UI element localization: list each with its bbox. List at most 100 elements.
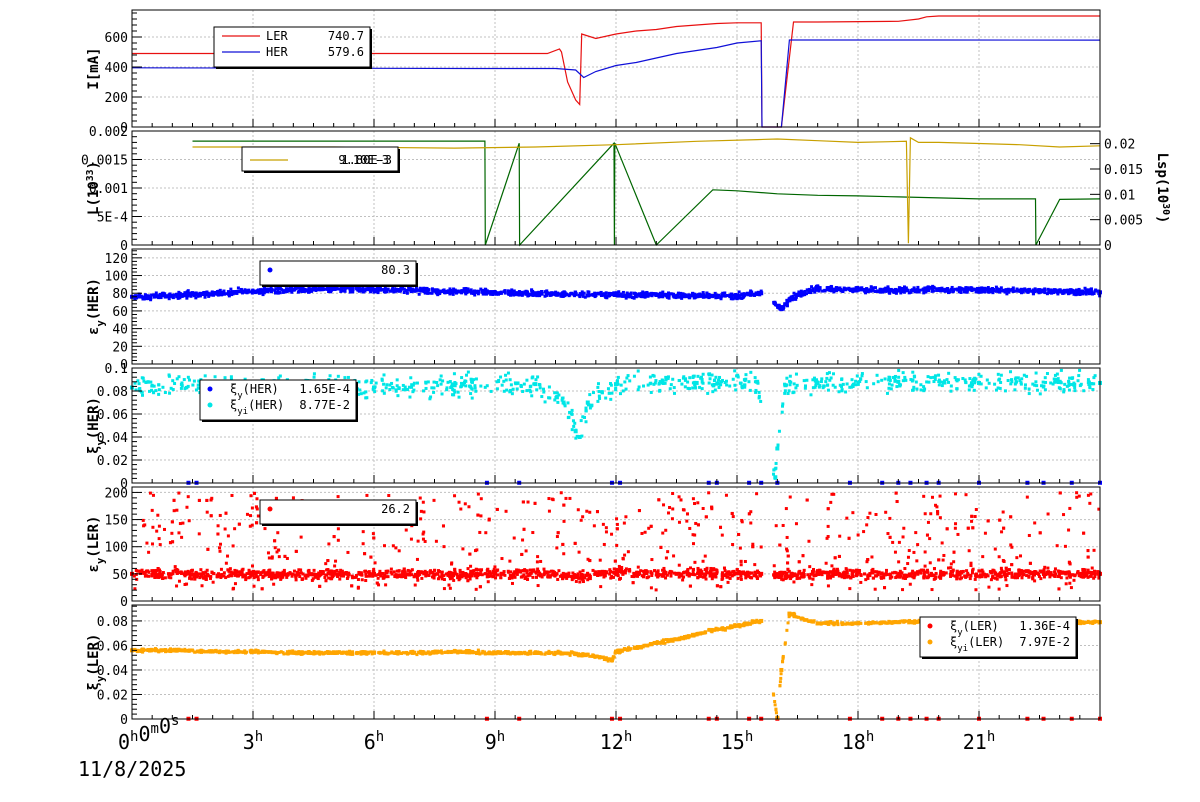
data-point <box>973 389 976 392</box>
data-point <box>220 292 223 295</box>
data-point <box>812 578 815 581</box>
data-point <box>424 540 427 543</box>
data-point <box>344 287 347 290</box>
data-point <box>707 296 710 299</box>
data-point <box>251 524 254 527</box>
data-point <box>451 388 454 391</box>
data-point <box>599 559 602 562</box>
data-point <box>1032 292 1035 295</box>
data-point <box>955 577 958 580</box>
data-point <box>692 375 695 378</box>
data-point <box>607 387 610 390</box>
data-point <box>458 501 461 504</box>
data-point <box>987 586 990 589</box>
data-point <box>556 535 559 538</box>
data-point <box>357 586 360 589</box>
data-point <box>395 390 398 393</box>
data-point <box>501 384 504 387</box>
data-point <box>781 411 784 414</box>
data-point <box>204 374 207 377</box>
data-point <box>820 377 823 380</box>
data-point <box>898 384 901 387</box>
data-point <box>411 568 414 571</box>
data-point <box>916 543 919 546</box>
data-point <box>1074 293 1077 296</box>
data-point <box>538 383 541 386</box>
data-point <box>420 510 423 513</box>
data-point <box>888 517 891 520</box>
data-point <box>601 391 604 394</box>
data-point <box>396 378 399 381</box>
data-point <box>744 378 747 381</box>
data-point <box>542 391 545 394</box>
data-point <box>412 389 415 392</box>
data-point <box>546 575 549 578</box>
data-point <box>508 290 511 293</box>
data-point <box>728 385 731 388</box>
data-point <box>158 388 161 391</box>
data-point <box>187 289 190 292</box>
data-point <box>1088 292 1091 295</box>
data-point <box>431 287 434 290</box>
data-point <box>217 290 220 293</box>
data-point <box>688 387 691 390</box>
data-point <box>731 543 734 546</box>
data-point <box>980 382 983 385</box>
data-point <box>1024 387 1027 390</box>
y2-tick-label: 0.01 <box>1104 188 1135 203</box>
data-point <box>1035 384 1038 387</box>
data-point <box>902 371 905 374</box>
data-point <box>703 295 706 298</box>
data-point <box>516 387 519 390</box>
data-point <box>789 375 792 378</box>
data-point <box>865 289 868 292</box>
data-point <box>525 290 528 293</box>
data-point <box>1019 554 1022 557</box>
data-point <box>562 397 565 400</box>
data-point <box>671 492 674 495</box>
data-point <box>461 547 464 550</box>
data-point <box>452 393 455 396</box>
data-point <box>312 287 315 290</box>
data-point <box>152 494 155 497</box>
data-point <box>227 534 230 537</box>
data-point <box>219 514 222 517</box>
data-point <box>925 380 928 383</box>
data-point <box>997 289 1000 292</box>
data-point <box>240 289 243 292</box>
data-point <box>391 386 394 389</box>
data-point <box>624 515 627 518</box>
data-point <box>616 523 619 526</box>
data-point <box>994 548 997 551</box>
data-point <box>985 386 988 389</box>
data-point <box>279 375 282 378</box>
data-point <box>671 517 674 520</box>
data-point <box>1093 292 1096 295</box>
data-point <box>617 376 620 379</box>
data-point <box>701 381 704 384</box>
data-point <box>622 389 625 392</box>
data-point <box>986 379 989 382</box>
data-point <box>818 384 821 387</box>
y-tick-label: 120 <box>105 252 128 267</box>
data-point <box>625 388 628 391</box>
data-point <box>914 531 917 534</box>
data-point <box>453 494 456 497</box>
data-point <box>474 390 477 393</box>
data-point <box>753 563 756 566</box>
data-point <box>973 380 976 383</box>
data-point <box>479 385 482 388</box>
data-point <box>637 566 640 569</box>
data-point <box>969 577 972 580</box>
data-point <box>1073 290 1076 293</box>
data-point <box>257 514 260 517</box>
data-point <box>981 555 984 558</box>
data-point <box>593 524 596 527</box>
data-point <box>264 290 267 293</box>
data-point <box>511 582 514 585</box>
data-point <box>1077 379 1080 382</box>
data-point <box>894 551 897 554</box>
data-point <box>859 377 862 380</box>
